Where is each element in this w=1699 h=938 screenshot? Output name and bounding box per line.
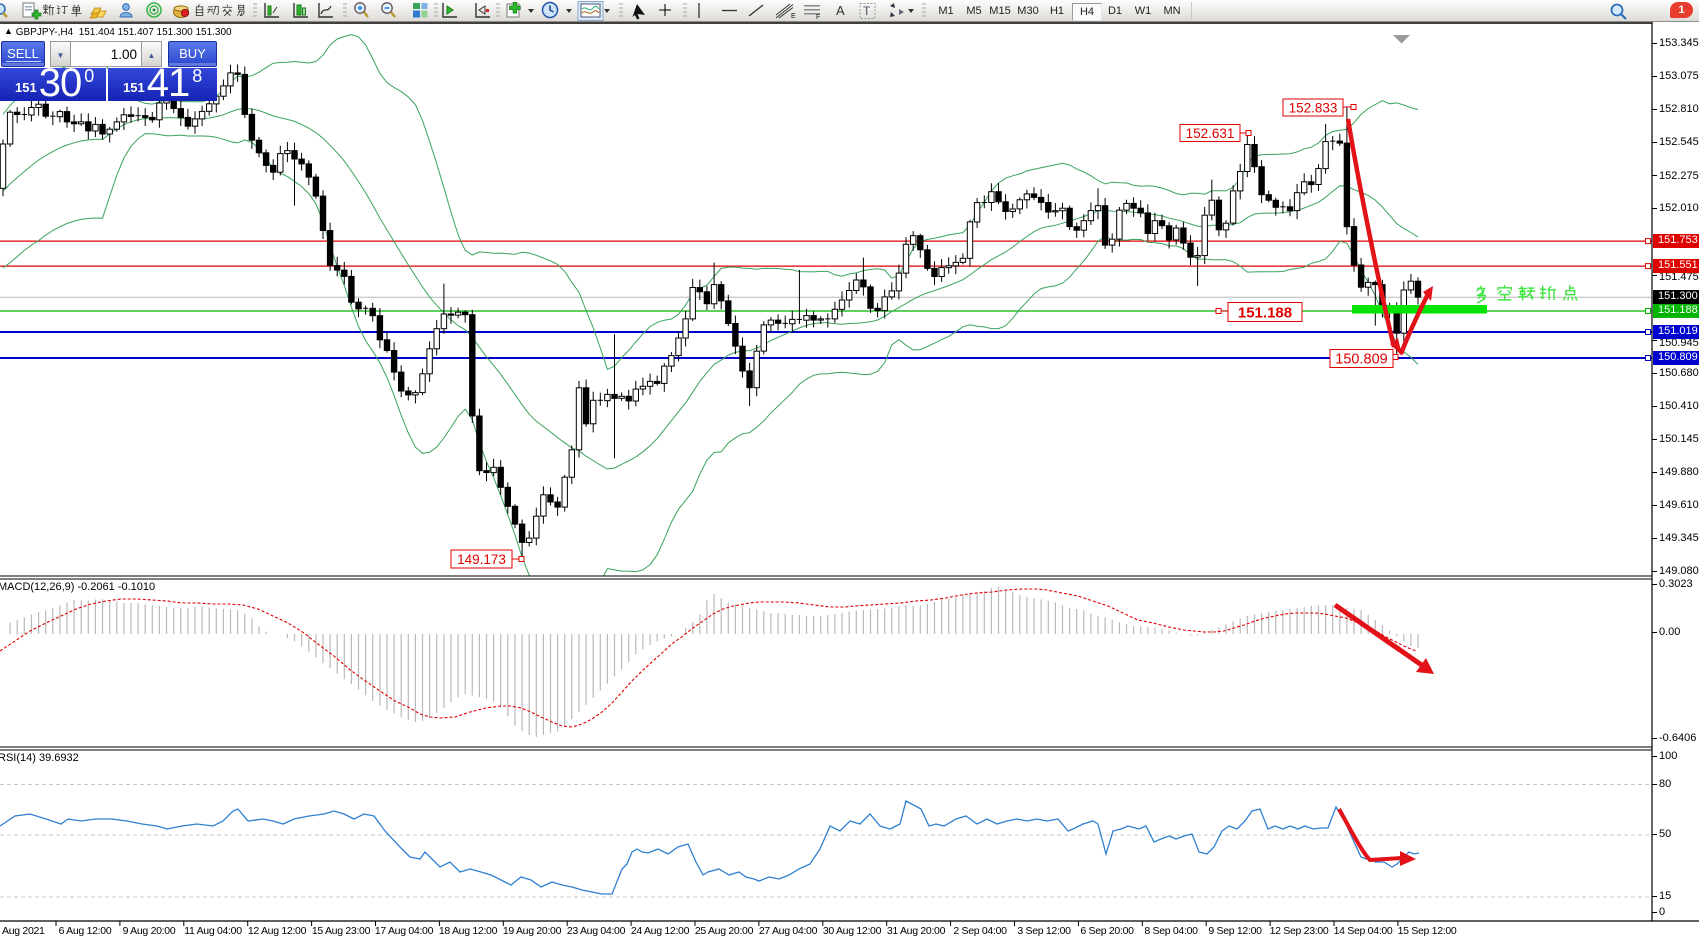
svg-text:151.188: 151.188 bbox=[1238, 304, 1292, 321]
svg-text:A: A bbox=[836, 3, 845, 18]
svg-text:150.809: 150.809 bbox=[1335, 352, 1387, 368]
svg-text:152.833: 152.833 bbox=[1289, 100, 1338, 115]
svg-text:T: T bbox=[863, 4, 871, 18]
svg-text:E: E bbox=[791, 13, 796, 20]
svg-text:F: F bbox=[816, 14, 820, 21]
svg-text:149.173: 149.173 bbox=[457, 552, 506, 567]
svg-text:152.631: 152.631 bbox=[1186, 126, 1235, 141]
